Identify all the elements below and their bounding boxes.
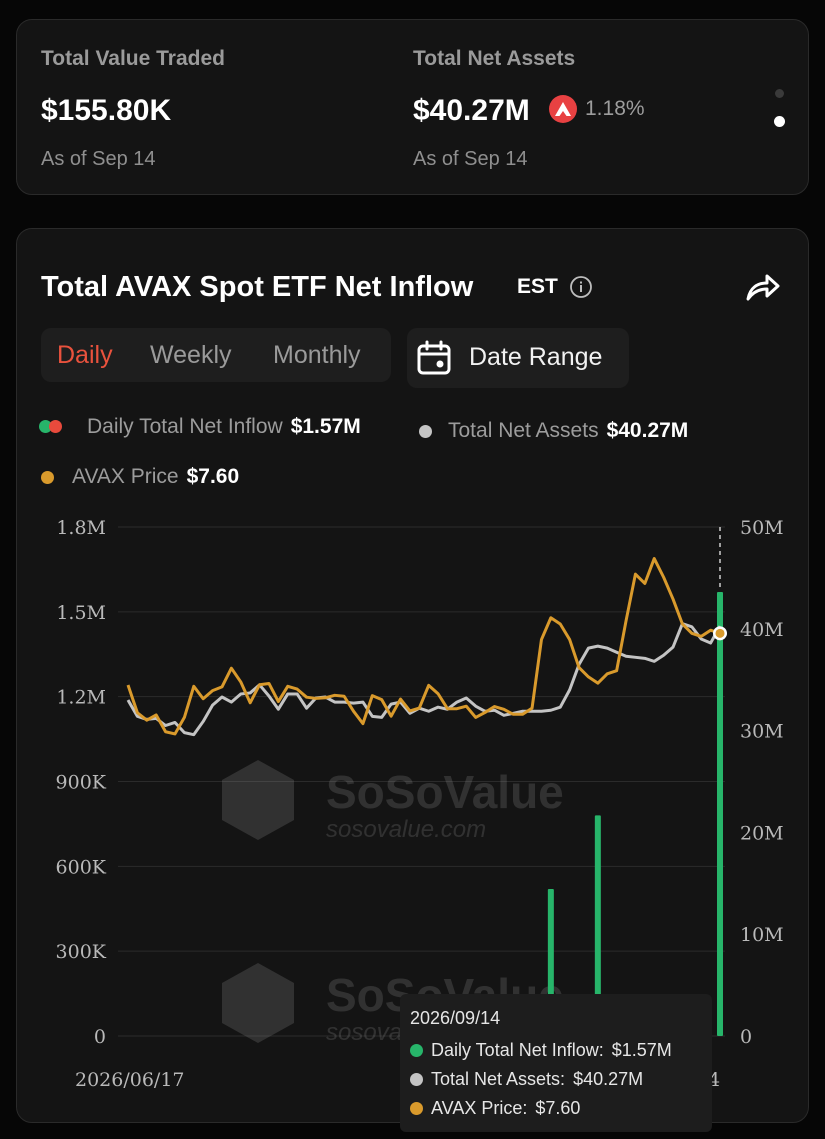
legend-price[interactable]: AVAX Price $7.60	[41, 465, 239, 489]
legend-price-value: $7.60	[186, 465, 240, 488]
carousel-dot-1[interactable]	[775, 89, 784, 98]
right-axis-tick: 20M	[740, 822, 784, 844]
tooltip-price-value: $7.60	[535, 1098, 581, 1118]
tab-daily[interactable]: Daily	[57, 341, 113, 369]
left-axis-tick: 0	[94, 1026, 106, 1048]
watermark-brand: SoSoValue	[326, 766, 564, 818]
tooltip-price-label: AVAX Price:	[431, 1098, 528, 1118]
legend-price-label: AVAX Price	[72, 465, 179, 488]
assets-value: $40.27M	[413, 94, 530, 127]
date-range-label: Date Range	[469, 343, 603, 371]
inflow-bars	[547, 592, 723, 1036]
chart-lines	[126, 557, 722, 737]
carousel-dot-2-active[interactable]	[774, 116, 785, 127]
assets-change: 1.18%	[549, 95, 645, 123]
assets-label: Total Net Assets	[413, 47, 576, 70]
inflow-bar	[717, 592, 723, 1036]
legend-assets[interactable]: Total Net Assets $40.27M	[419, 419, 688, 443]
left-axis-tick: 1.8M	[56, 517, 106, 539]
right-axis-tick: 10M	[740, 924, 784, 946]
tooltip-assets-value: $40.27M	[573, 1069, 644, 1089]
right-axis-tick: 40M	[740, 619, 784, 641]
legend-inflow[interactable]: Daily Total Net Inflow $1.57M	[39, 415, 361, 439]
interval-tabs: Daily Weekly Monthly	[41, 328, 391, 382]
tooltip-dot-price	[410, 1102, 423, 1115]
legend-price-dot	[41, 470, 54, 484]
tooltip-inflow-value: $1.57M	[611, 1040, 672, 1060]
assets-change-value: 1.18%	[585, 97, 645, 120]
chart-markers	[713, 527, 727, 641]
date-range-button[interactable]: Date Range	[407, 328, 629, 388]
inflow-bar	[594, 815, 601, 995]
tooltip-row-price: AVAX Price: $7.60	[410, 1098, 580, 1119]
left-axis-tick: 900K	[56, 772, 107, 794]
x-axis-start-label: 2026/06/17	[75, 1069, 185, 1091]
tooltip-inflow-label: Daily Total Net Inflow:	[431, 1040, 604, 1060]
tooltip-row-inflow: Daily Total Net Inflow: $1.57M	[410, 1040, 672, 1061]
stats-card: Total Value Traded $155.80K As of Sep 14…	[16, 19, 809, 195]
info-icon[interactable]	[569, 275, 593, 299]
avax-logo-icon	[549, 95, 577, 123]
sosovalue-logo-icon	[222, 760, 294, 840]
calendar-icon	[417, 340, 451, 375]
price-marker	[715, 628, 725, 638]
left-axis-tick: 600K	[56, 856, 107, 878]
tooltip-date: 2026/09/14	[410, 1008, 501, 1028]
total-net-assets-line	[126, 622, 722, 737]
left-axis-tick: 1.2M	[56, 687, 106, 709]
inflow-outflow-dots-icon	[39, 420, 69, 434]
right-axis-tick: 30M	[740, 721, 784, 743]
chart-title: Total AVAX Spot ETF Net Inflow	[41, 271, 474, 303]
left-axis-tick: 300K	[56, 941, 107, 963]
legend-assets-label: Total Net Assets	[448, 419, 599, 442]
timezone-label: EST	[517, 275, 558, 298]
inflow-bar	[547, 888, 554, 995]
tooltip-assets-label: Total Net Assets:	[431, 1069, 566, 1089]
legend-assets-value: $40.27M	[606, 419, 689, 442]
traded-date: As of Sep 14	[41, 148, 156, 170]
tooltip-dot-assets	[410, 1073, 423, 1086]
right-axis-tick: 50M	[740, 517, 784, 539]
sosovalue-logo-icon	[222, 963, 294, 1043]
legend-inflow-label: Daily Total Net Inflow	[87, 415, 283, 438]
assets-date: As of Sep 14	[413, 148, 528, 170]
watermark-url: sosovalue.com	[326, 816, 486, 843]
left-axis-tick: 1.5M	[56, 602, 106, 624]
avax-price-line	[126, 557, 721, 736]
tooltip-dot-inflow	[410, 1044, 423, 1057]
tab-weekly[interactable]: Weekly	[150, 341, 232, 369]
traded-label: Total Value Traded	[41, 47, 225, 70]
legend-assets-dot	[419, 424, 432, 438]
tooltip-row-assets: Total Net Assets: $40.27M	[410, 1069, 643, 1090]
tab-monthly[interactable]: Monthly	[273, 341, 361, 369]
share-icon[interactable]	[745, 271, 781, 303]
chart-card: Total AVAX Spot ETF Net Inflow EST Daily…	[16, 228, 809, 1123]
right-axis-tick: 0	[740, 1026, 752, 1048]
traded-value: $155.80K	[41, 94, 172, 127]
chart-tooltip: 2026/09/14 Daily Total Net Inflow: $1.57…	[400, 994, 712, 1132]
legend-inflow-value: $1.57M	[290, 415, 361, 438]
